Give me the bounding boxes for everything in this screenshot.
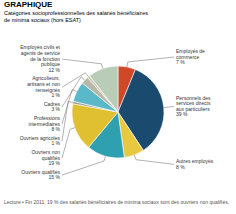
svg-text:Autres employés8 %: Autres employés8 % — [176, 158, 214, 170]
svg-text:Ouvriers nonqualifiés19 %: Ouvriers nonqualifiés19 % — [31, 149, 60, 166]
svg-text:Cadres3 %: Cadres3 % — [44, 101, 61, 113]
svg-text:Personnels desservices directs: Personnels desservices directsaux partic… — [176, 95, 211, 118]
svg-text:Ouvriers qualifiés15 %: Ouvriers qualifiés15 % — [21, 169, 60, 181]
svg-text:Professionsintermédiaires8 %: Professionsintermédiaires8 % — [29, 115, 61, 132]
html-text:Catégories socioprofessionnell: Catégories socioprofessionnelles des sal… — [4, 10, 148, 23]
svg-text:Ouvriers agricoles1 %: Ouvriers agricoles1 % — [20, 135, 61, 147]
html-text:GRAPHIQUE: GRAPHIQUE — [4, 0, 53, 9]
svg-text:Agriculteurs,artisans et nonre: Agriculteurs,artisans et nonrenseignés1 … — [27, 75, 60, 98]
svg-text:Employés civils etagents de se: Employés civils etagents de servicede la… — [20, 44, 60, 72]
html-text:Lecture • Fin 2011, 19 % des s: Lecture • Fin 2011, 19 % des salariés bé… — [4, 199, 230, 205]
svg-text:Employés decommerce7 %: Employés decommerce7 % — [176, 48, 205, 65]
